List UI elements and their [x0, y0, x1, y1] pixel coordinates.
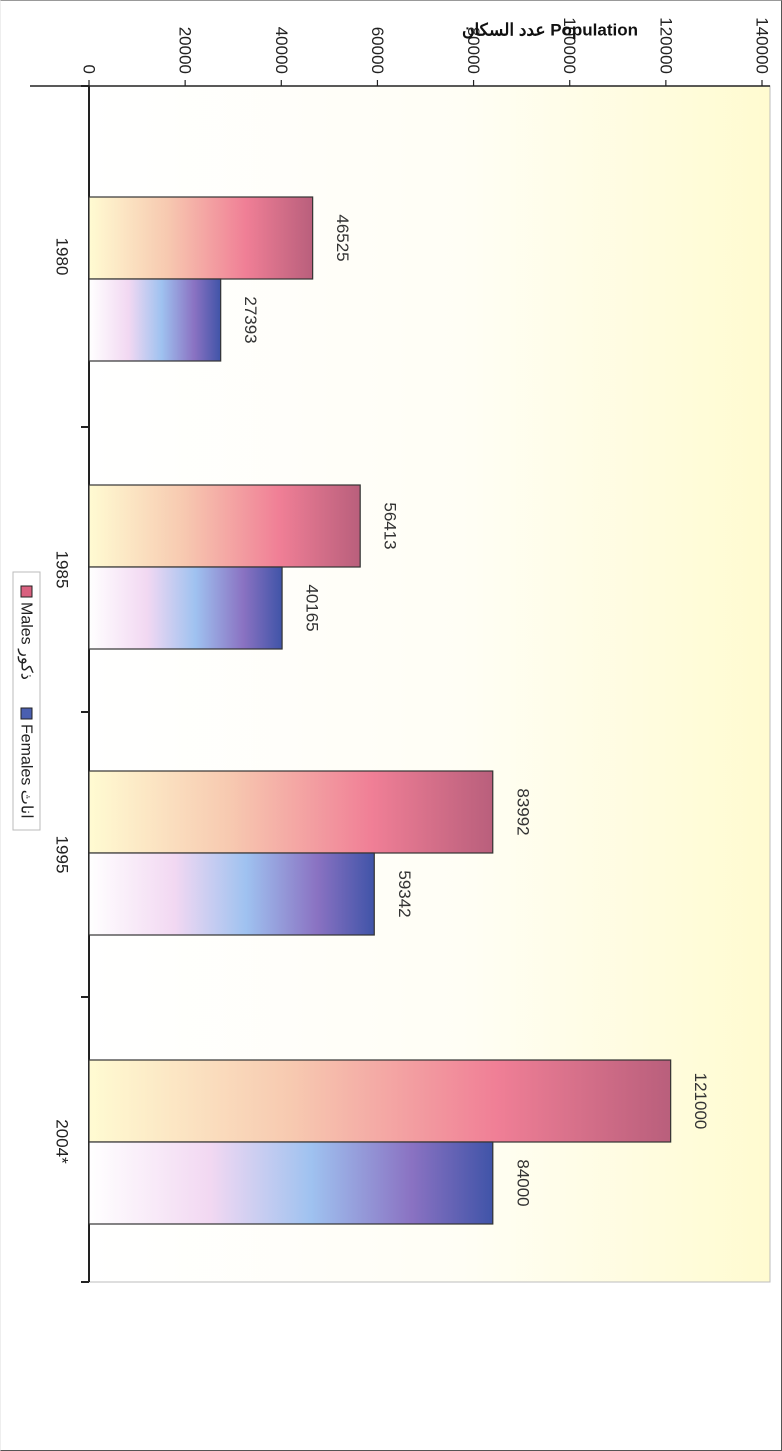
data-label-females: 27393	[241, 296, 260, 343]
category-label: 1985	[53, 551, 72, 589]
bar-males	[88, 484, 361, 568]
bar-males	[88, 196, 314, 280]
value-tick-label: 120000	[656, 17, 675, 74]
bar-females	[88, 278, 222, 362]
legend-box	[12, 571, 41, 831]
value-tick-label: 20000	[176, 27, 195, 74]
data-label-males: 121000	[691, 1073, 710, 1130]
legend: Males ذكور Females اناث	[12, 571, 41, 831]
data-label-males: 46525	[333, 214, 352, 261]
chart-title: عدد السكان Population	[462, 21, 638, 40]
category-label: 1980	[53, 238, 72, 276]
legend-swatch-males	[20, 585, 33, 598]
category-label: 2004*	[53, 1119, 72, 1164]
legend-label-males: Males ذكور	[18, 602, 35, 680]
data-label-males: 56413	[381, 502, 400, 549]
data-label-males: 83992	[513, 788, 532, 835]
bar-males	[88, 770, 494, 854]
bar-females	[88, 852, 375, 936]
data-label-females: 40165	[303, 584, 322, 631]
value-tick-label: 0	[80, 65, 99, 74]
value-tick-label: 40000	[272, 27, 291, 74]
legend-swatch-females	[20, 707, 33, 720]
value-tick-label: 60000	[368, 27, 387, 74]
data-label-females: 84000	[513, 1159, 532, 1206]
bar-females	[88, 1141, 494, 1225]
bar-males	[88, 1059, 672, 1143]
legend-label-females: Females اناث	[18, 724, 35, 819]
category-label: 1995	[53, 836, 72, 874]
value-tick-label: 140000	[753, 17, 772, 74]
value-tick-label: 80000	[464, 27, 483, 74]
bar-females	[88, 566, 283, 650]
value-tick-label: 100000	[560, 17, 579, 74]
data-label-females: 59342	[395, 870, 414, 917]
